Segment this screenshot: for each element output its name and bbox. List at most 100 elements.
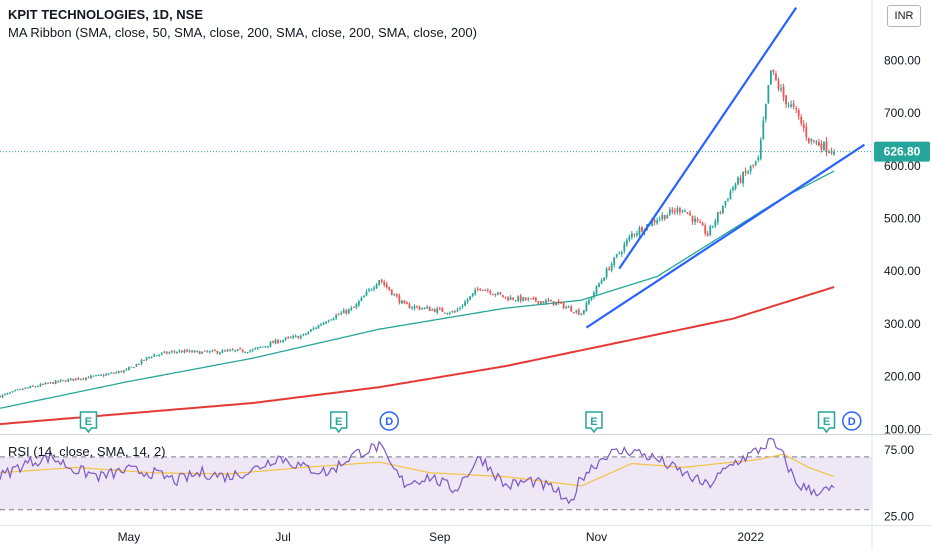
candle-body — [125, 369, 128, 371]
candle-body — [828, 151, 830, 153]
candle-body — [87, 377, 90, 379]
earnings-label: E — [823, 416, 830, 428]
candle-body — [11, 391, 14, 393]
candle-body — [825, 141, 828, 152]
candle-body — [385, 284, 388, 288]
candle-body — [380, 279, 383, 283]
last-price-label: 626.80 — [884, 145, 921, 159]
time-tick-label: May — [118, 530, 141, 544]
earnings-icon — [817, 411, 836, 434]
candle-body — [656, 220, 659, 224]
candle-body — [489, 290, 492, 294]
candle-body — [833, 151, 835, 155]
candle-body — [0, 395, 1, 398]
candle-body — [484, 289, 487, 291]
candle-body — [383, 281, 386, 285]
candle-body — [704, 225, 707, 234]
candle-body — [218, 352, 221, 354]
candle-body — [322, 322, 325, 325]
candle-body — [44, 382, 47, 385]
candle-body — [802, 124, 805, 128]
candle-body — [358, 301, 360, 305]
candle-body — [312, 328, 315, 330]
time-tick-label: Sep — [429, 530, 451, 544]
candle-body — [557, 301, 560, 303]
candle-body — [759, 139, 762, 159]
candle-body — [416, 305, 418, 307]
candle-body — [661, 215, 664, 219]
candle-body — [267, 346, 269, 348]
candle-body — [398, 295, 401, 303]
candle-body — [479, 288, 482, 290]
candle-body — [805, 126, 808, 138]
candle-body — [178, 350, 181, 352]
candle-body — [491, 294, 494, 296]
candle-body — [577, 309, 580, 315]
price-tick-label: 400.00 — [884, 264, 921, 278]
candle-body — [734, 184, 737, 189]
candle-body — [517, 296, 520, 301]
candle-body — [269, 342, 272, 347]
candle-body — [62, 380, 65, 382]
candle-body — [26, 387, 29, 389]
candle-body — [653, 219, 656, 223]
candle-body — [433, 309, 436, 312]
candle-body — [449, 312, 451, 314]
candle-body — [163, 351, 166, 353]
candle-body — [21, 389, 24, 391]
candle-body — [737, 177, 739, 185]
candle-body — [795, 108, 798, 110]
symbol-title[interactable]: KPIT TECHNOLOGIES, 1D, NSE — [8, 7, 204, 22]
candle-body — [170, 351, 173, 353]
candle-body — [757, 157, 760, 160]
candle-body — [208, 351, 211, 353]
candle-body — [82, 378, 85, 380]
candle-body — [211, 350, 214, 352]
rsi-legend[interactable]: RSI (14, close, SMA, 14, 2) — [8, 444, 166, 459]
candle-body — [79, 378, 82, 380]
candle-body — [39, 383, 42, 387]
candle-body — [641, 227, 643, 232]
candle-body — [764, 103, 767, 120]
candle-body — [679, 208, 681, 213]
candle-body — [31, 385, 34, 387]
candle-body — [545, 300, 547, 304]
price-tick-label: 100.00 — [884, 422, 921, 436]
candle-body — [42, 383, 44, 385]
rsi-tick-label: 75.00 — [884, 443, 914, 457]
price-tick-label: 700.00 — [884, 106, 921, 120]
currency-button[interactable]: INR — [887, 5, 921, 27]
candle-body — [153, 354, 156, 357]
candle-body — [408, 303, 411, 309]
candle-body — [502, 294, 504, 298]
candle-body — [241, 349, 244, 352]
candle-body — [224, 350, 226, 352]
candle-body — [423, 307, 426, 309]
trendline-lower — [585, 143, 866, 329]
candle-body — [191, 350, 193, 353]
candle-body — [790, 104, 793, 107]
candle-body — [254, 348, 257, 350]
candle-body — [593, 292, 595, 297]
candle-body — [466, 299, 469, 302]
rsi-tick-label: 25.00 — [884, 509, 914, 523]
candle-body — [676, 208, 679, 212]
candle-body — [37, 386, 39, 388]
candle-body — [406, 302, 408, 305]
candle-body — [168, 352, 171, 354]
candle-body — [155, 355, 158, 357]
candle-body — [572, 311, 575, 313]
candle-body — [320, 324, 322, 326]
candle-body — [201, 351, 204, 354]
candle-body — [716, 212, 719, 223]
candle-body — [481, 289, 484, 291]
ma-ribbon-legend[interactable]: MA Ribbon (SMA, close, 50, SMA, close, 2… — [8, 25, 477, 40]
candle-body — [122, 370, 125, 373]
candle-body — [145, 357, 148, 360]
candle-body — [97, 374, 100, 376]
candle-body — [370, 289, 373, 291]
time-tick-label: Nov — [586, 530, 607, 544]
candle-body — [585, 302, 588, 312]
